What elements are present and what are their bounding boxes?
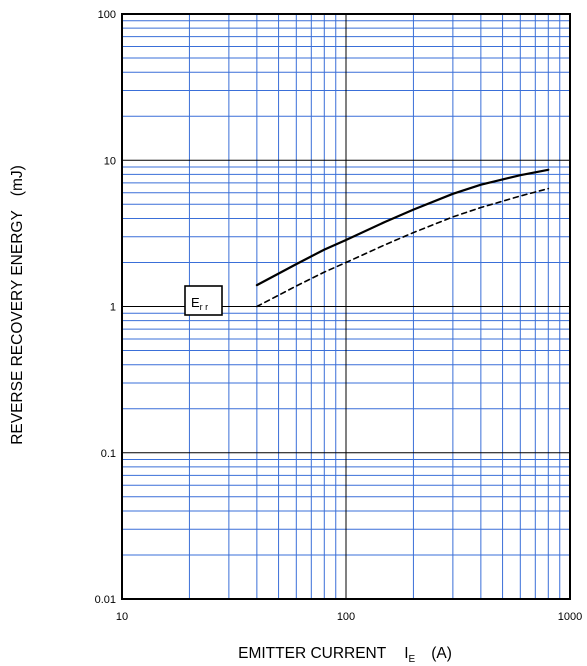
y-axis-title: REVERSE RECOVERY ENERGY (mJ)	[9, 165, 26, 445]
y-axis-title-main: REVERSE RECOVERY ENERGY	[9, 210, 26, 445]
x-axis-title-main: EMITTER CURRENT	[238, 645, 387, 662]
x-tick-label: 1000	[558, 611, 582, 623]
x-tick-labels: 10 100 1000	[116, 611, 582, 623]
plot-frame	[121, 13, 571, 600]
err-annotation-text: Er r	[191, 295, 208, 312]
err-annotation-symbol: E	[191, 295, 200, 310]
y-tick-label: 10	[104, 155, 116, 167]
x-tick-label: 100	[337, 611, 355, 623]
x-axis-title-unit: (A)	[431, 645, 452, 662]
series-layer	[255, 168, 550, 308]
y-tick-label: 0.1	[101, 448, 116, 460]
err-annotation-frame	[184, 285, 223, 316]
y-axis-title-unit: (mJ)	[9, 165, 26, 196]
major-grid	[122, 14, 570, 599]
x-axis-title: EMITTER CURRENT IE (A)	[238, 645, 452, 665]
x-axis-title-subscript: E	[409, 654, 416, 665]
err-annotation-subscript: r r	[200, 302, 209, 312]
y-tick-label: 100	[98, 9, 116, 21]
x-tick-label: 10	[116, 611, 128, 623]
err-annotation-box: Er r	[184, 285, 223, 316]
series-line-dashed	[256, 187, 550, 308]
x-axis-title-symbol: I	[404, 645, 408, 662]
y-tick-label: 1	[110, 302, 116, 314]
y-tick-labels: 0.01 0.1 1 10 100	[95, 9, 116, 606]
y-tick-label: 0.01	[95, 594, 116, 606]
series-line-solid	[255, 168, 550, 287]
